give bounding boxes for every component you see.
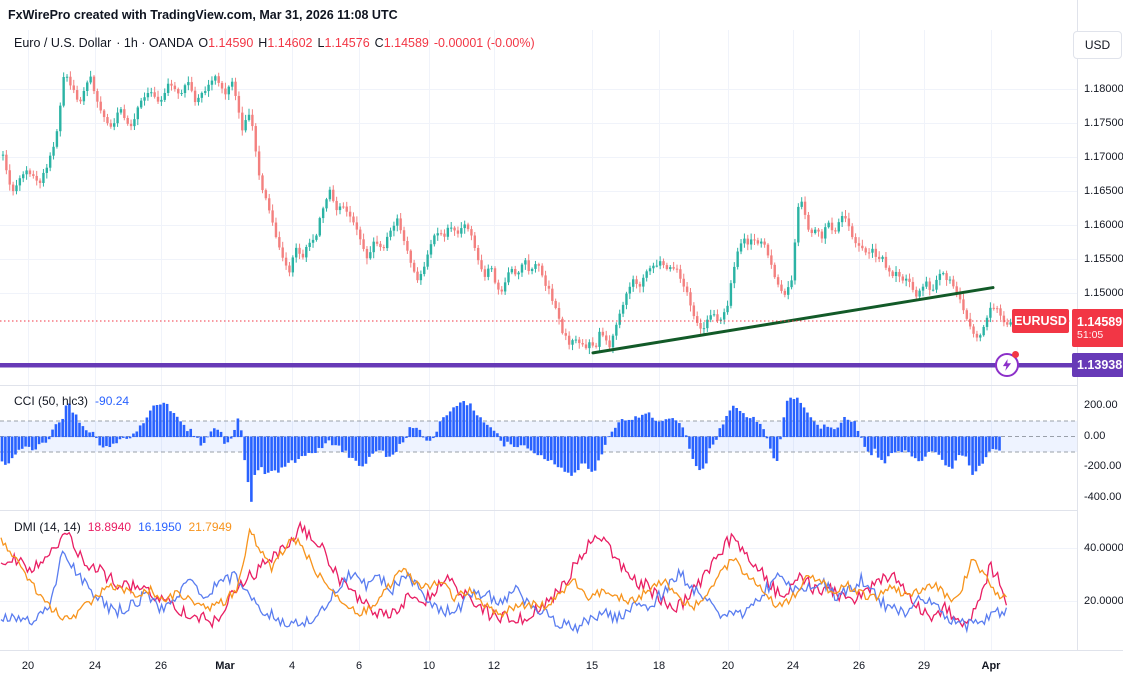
cci-axis-label: -400.00: [1084, 491, 1122, 503]
dmi-axis-label: 20.0000: [1084, 595, 1123, 607]
dmi-adx-value: 21.7949: [188, 520, 232, 534]
cci-value: -90.24: [95, 394, 130, 408]
price-axis-label: 1.17000: [1084, 151, 1123, 163]
bar-countdown: 51:05: [1077, 328, 1104, 341]
cci-axis-label: 0.00: [1084, 430, 1106, 442]
time-axis-label: 10: [422, 659, 436, 672]
time-axis-label: 26: [154, 659, 168, 672]
time-axis-label: 20: [721, 659, 735, 672]
cci-title-label: CCI (50, hlc3): [14, 394, 89, 408]
last-price-value: 1.14589: [1077, 314, 1123, 329]
symbol-name: Euro / U.S. Dollar: [14, 36, 112, 50]
time-axis-label: Apr: [981, 659, 1001, 672]
dmi-minus-di-value: 16.1950: [138, 520, 182, 534]
symbol-meta: · 1h · OANDA: [116, 36, 194, 50]
price-axis-label: 1.17500: [1084, 117, 1123, 129]
time-axis-label: 4: [288, 659, 296, 672]
alert-notification-dot: [1012, 351, 1019, 359]
time-axis-label: 15: [585, 659, 599, 672]
cci-axis-label: 200.00: [1084, 399, 1118, 411]
ohlc-close: C1.14589: [374, 36, 429, 50]
time-axis[interactable]: 20 24 26 Mar 4 6 10 12 15 18 20 24 26 29 Apr: [0, 650, 1123, 679]
cci-axis-label: -200.00: [1084, 460, 1122, 472]
time-axis-label: 26: [852, 659, 866, 672]
time-axis-label: 12: [487, 659, 501, 672]
price-axis-label: 1.15000: [1084, 287, 1123, 299]
dmi-plus-di-value: 18.8940: [87, 520, 132, 534]
price-axis-label: 1.15500: [1084, 253, 1123, 265]
time-axis-label: 24: [786, 659, 800, 672]
ohlc-open: O1.14590: [198, 36, 254, 50]
time-axis-label: 20: [21, 659, 35, 672]
support-level-tag: 1.13938: [1072, 353, 1123, 378]
time-axis-label: 24: [88, 659, 102, 672]
dmi-axis-label: 40.0000: [1084, 542, 1123, 554]
price-change: -0.00001 (-0.00%): [433, 36, 535, 50]
price-axis-label: 1.18000: [1084, 83, 1123, 95]
dmi-title-label: DMI (14, 14): [14, 520, 81, 534]
price-axis-label: 1.16500: [1084, 185, 1123, 197]
symbol-header[interactable]: Euro / U.S. Dollar · 1h · OANDA O1.14590…: [14, 36, 535, 50]
ohlc-high: H1.14602: [258, 36, 313, 50]
dmi-legend[interactable]: DMI (14, 14) 18.8940 16.1950 21.7949: [14, 520, 232, 534]
lightning-bolt-glyph: [1002, 359, 1012, 372]
last-price-tag: 1.14589 51:05: [1072, 308, 1123, 347]
banner-text: FxWirePro created with TradingView.com, …: [8, 8, 398, 22]
time-axis-label: 6: [355, 659, 363, 672]
time-axis-label: 29: [917, 659, 931, 672]
ohlc-low: L1.14576: [317, 36, 370, 50]
price-axis-label: 1.16000: [1084, 219, 1123, 231]
symbol-price-tag-label: EURUSD: [1012, 308, 1069, 333]
cci-legend[interactable]: CCI (50, hlc3) -90.24: [14, 394, 129, 408]
time-axis-label: 18: [652, 659, 666, 672]
currency-toggle-button[interactable]: USD: [1073, 31, 1122, 59]
time-axis-label: Mar: [215, 659, 235, 672]
